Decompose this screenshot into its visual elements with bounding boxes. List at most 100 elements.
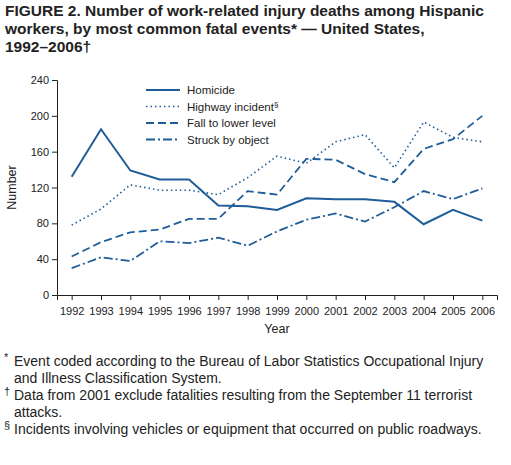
tick-mark: [218, 295, 219, 300]
tick-label: 160: [31, 146, 49, 158]
tick-label: 80: [37, 217, 49, 229]
tick-mark: [453, 295, 454, 300]
tick: 1996: [177, 295, 201, 317]
series-line: [72, 129, 483, 224]
tick-mark: [277, 295, 278, 300]
tick: 1997: [207, 295, 231, 317]
footnote-text: Event coded according to the Bureau of L…: [14, 353, 483, 386]
series-line: [72, 122, 483, 225]
tick-label: 120: [31, 182, 49, 194]
tick-mark: [52, 223, 57, 224]
tick-mark: [482, 295, 483, 300]
tick-mark: [160, 295, 161, 300]
tick: 40: [37, 253, 57, 265]
tick: 0: [43, 289, 57, 301]
tick-mark: [52, 80, 57, 81]
tick: 2003: [383, 295, 407, 317]
axis-line: [58, 296, 498, 301]
tick-label: 2003: [383, 305, 407, 317]
tick-label: 40: [37, 253, 49, 265]
x-axis-label: Year: [264, 322, 289, 336]
footnote: § Incidents involving vehicles or equipme…: [4, 419, 482, 437]
text-line: and Illness Classification System.: [14, 370, 222, 386]
series-line: [72, 188, 483, 268]
tick: 1995: [148, 295, 172, 317]
tick: 2001: [324, 295, 348, 317]
y-axis-label: Number: [5, 165, 19, 209]
tick-mark: [52, 259, 57, 260]
plot-area: [72, 116, 483, 268]
footnote: † Data from 2001 exclude fatalities resul…: [4, 385, 472, 420]
y-axis: 0 40 80 120 160 200 240: [31, 74, 58, 301]
tick-label: 1999: [265, 305, 289, 317]
legend-swatch: [146, 122, 180, 124]
tick-label: 1995: [148, 305, 172, 317]
tick-label: 2005: [441, 305, 465, 317]
tick-mark: [336, 295, 337, 300]
tick: 160: [31, 146, 57, 158]
tick-label: 1992: [60, 305, 84, 317]
tick-mark: [394, 295, 395, 300]
text-line: workers, by most common fatal events* — …: [4, 20, 424, 37]
axis-line: [52, 81, 58, 296]
footnote-symbol: *: [4, 351, 9, 363]
footnote-symbol: †: [4, 385, 10, 397]
x-axis: 1992 1993 1994 1995 1996 1997 1998 1999 2000 2001…: [58, 295, 498, 317]
legend-label: Struck by object: [187, 134, 270, 146]
tick: 2006: [471, 295, 495, 317]
legend-swatch: [146, 106, 180, 108]
footnote-text: Incidents involving vehicles or equipmen…: [14, 421, 482, 437]
tick-label: 200: [31, 110, 49, 122]
tick-mark: [306, 295, 307, 300]
tick-label: 1996: [177, 305, 201, 317]
legend-label: Homicide: [187, 84, 235, 96]
footnote: * Event coded according to the Bureau of …: [4, 351, 483, 386]
tick-label: 1994: [119, 305, 143, 317]
legend-label: Highway incident§: [187, 100, 278, 113]
tick-label: 2001: [324, 305, 348, 317]
tick-mark: [189, 295, 190, 300]
tick-label: 2006: [471, 305, 495, 317]
series-line: [72, 116, 483, 257]
text-line: attacks.: [14, 404, 62, 420]
tick-label: 1997: [207, 305, 231, 317]
footnote-symbol: §: [4, 419, 10, 431]
tick-mark: [365, 295, 366, 300]
legend: HomicideHighway incident§Fall to lower l…: [146, 84, 278, 146]
legend-swatch: [146, 89, 180, 91]
tick: 1993: [89, 295, 113, 317]
tick-mark: [52, 295, 57, 296]
tick-mark: [248, 295, 249, 300]
tick-mark: [101, 295, 102, 300]
tick-label: 2004: [412, 305, 436, 317]
tick: 120: [31, 182, 57, 194]
tick-mark: [424, 295, 425, 300]
tick-label: 0: [43, 289, 49, 301]
tick-mark: [130, 295, 131, 300]
tick-mark: [52, 188, 57, 189]
tick: 240: [31, 74, 57, 86]
tick-label: 240: [31, 74, 49, 86]
tick: 2000: [295, 295, 319, 317]
tick: 1998: [236, 295, 260, 317]
text-line: Event coded according to the Bureau of L…: [14, 353, 483, 369]
tick: 1994: [119, 295, 143, 317]
tick-label: 2000: [295, 305, 319, 317]
tick-label: 1993: [89, 305, 113, 317]
tick-mark: [52, 116, 57, 117]
tick: 2005: [441, 295, 465, 317]
tick: 2002: [353, 295, 377, 317]
tick-mark: [52, 152, 57, 153]
footnote-text: Data from 2001 exclude fatalities result…: [14, 387, 472, 420]
tick: 80: [37, 217, 57, 229]
text-line: Data from 2001 exclude fatalities result…: [14, 387, 472, 403]
text-line: FIGURE 2. Number of work-related injury …: [5, 2, 484, 19]
legend-swatch: [146, 139, 180, 141]
text-line: Incidents involving vehicles or equipmen…: [14, 421, 482, 437]
tick-mark: [72, 295, 73, 300]
tick: 1992: [60, 295, 84, 317]
tick: 200: [31, 110, 57, 122]
tick-label: 2002: [353, 305, 377, 317]
text-line: 1992–2006†: [5, 38, 91, 55]
title: FIGURE 2. Number of work-related injury …: [4, 2, 484, 55]
